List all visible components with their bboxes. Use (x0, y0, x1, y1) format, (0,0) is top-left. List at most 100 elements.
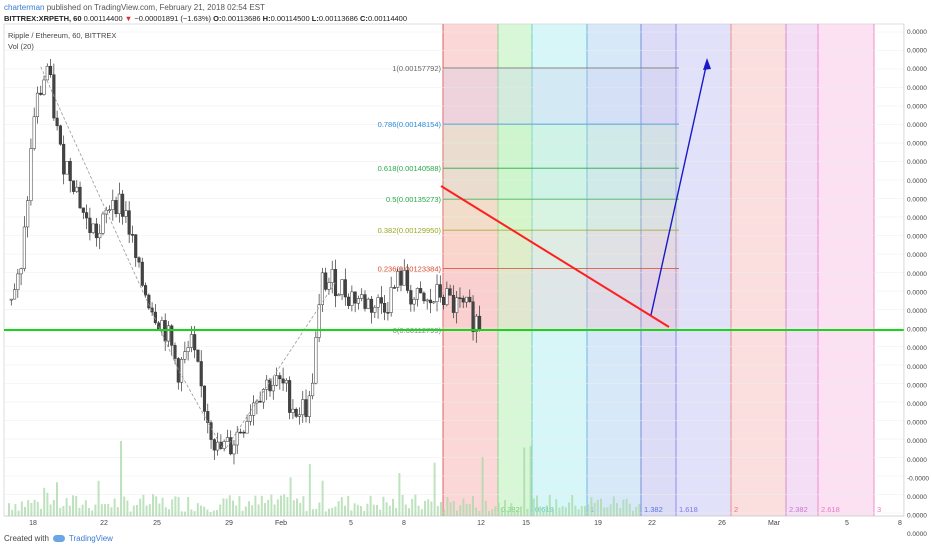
volume-bar (187, 497, 190, 516)
candle-body (258, 400, 262, 403)
volume-bar (321, 480, 324, 516)
candle-body (301, 399, 305, 416)
candle-body (88, 217, 92, 233)
volume-bar (209, 511, 212, 516)
price-tick-label: 0.0000 (907, 122, 927, 129)
volume-bar (568, 502, 570, 516)
volume-bar (123, 496, 126, 516)
volume-bar (420, 509, 423, 516)
volume-bar (609, 504, 612, 516)
volume-bar (382, 496, 385, 516)
fib-level-label: 0.618(0.00140588) (378, 164, 442, 173)
volume-bar (164, 507, 167, 516)
candle-body (9, 298, 13, 301)
volume-bar (580, 506, 583, 516)
volume-bar (625, 498, 628, 516)
volume-bar (552, 509, 554, 516)
candle-body (386, 312, 390, 314)
volume-bar (145, 505, 148, 516)
volume-bar (203, 506, 206, 516)
tradingview-brand[interactable]: TradingView (68, 534, 113, 543)
volume-bar (481, 456, 484, 516)
volume-bar (456, 510, 458, 516)
candle-body (153, 311, 157, 324)
candle-body (412, 298, 416, 305)
candle-body (448, 288, 452, 296)
author-link[interactable]: charterman (4, 3, 45, 12)
symbol-label: BITTREX:XRPETH, 60 (4, 14, 82, 23)
volume-bar (388, 505, 391, 516)
price-tick-label: 0.0000 (907, 234, 927, 241)
volume-bar (337, 501, 340, 516)
volume-bar (462, 498, 465, 516)
time-zone-band (818, 24, 874, 516)
candle-body (68, 161, 72, 182)
price-tick-label: 0.0000 (907, 178, 927, 185)
candle-body (98, 232, 102, 239)
fib-band (443, 199, 679, 231)
volume-bar (177, 497, 180, 516)
time-tick-label: 25 (153, 520, 161, 527)
price-tick-label: 0.0000 (907, 382, 927, 389)
o-value: 0.00113686 (221, 14, 261, 23)
volume-bar (436, 505, 439, 516)
volume-bar (536, 495, 538, 516)
volume-bar (395, 507, 398, 516)
volume-bar (571, 495, 574, 516)
candle-body (173, 345, 177, 359)
time-tick-label: 5 (845, 520, 849, 527)
candle-body (121, 193, 125, 217)
volume-bar (475, 507, 478, 516)
price-tick-label: 0.0000 (907, 66, 927, 73)
volume-bar (488, 511, 490, 516)
candle-body (314, 337, 318, 384)
volume-bar (497, 502, 500, 516)
candle-body (297, 414, 302, 417)
price-tick-label: 0.0000 (907, 215, 927, 222)
price-tick-label: -0.0000 (907, 475, 929, 482)
volume-bar (33, 499, 36, 516)
volume-bar (564, 507, 567, 516)
volume-bar (299, 502, 302, 516)
time-tick-label: 12 (477, 520, 485, 527)
price-tick-label: 0.0000 (907, 420, 927, 427)
volume-bar (264, 503, 266, 516)
volume-bar (184, 511, 186, 516)
volume-bar (584, 506, 586, 516)
candle-body (363, 294, 367, 309)
volume-bar (433, 462, 436, 516)
time-tick-label: 5 (349, 520, 353, 527)
volume-bar (200, 505, 202, 516)
volume-bar (417, 505, 420, 516)
time-zone-label: 3 (877, 505, 881, 514)
fib-level-label: 1(0.00157792) (392, 64, 441, 73)
volume-bar (196, 503, 199, 516)
candle-body (379, 297, 383, 304)
candle-body (294, 408, 298, 417)
volume-bar (139, 498, 142, 516)
volume-bar (305, 511, 308, 516)
candle-body (428, 299, 433, 304)
fib-level-label: 0.786(0.00148154) (378, 120, 442, 129)
candle-body (383, 303, 387, 313)
candle-body (16, 273, 20, 290)
candle-body (55, 117, 59, 127)
candle-body (281, 378, 285, 384)
volume-bar (504, 500, 506, 516)
candle-body (284, 380, 288, 384)
volume-bar (539, 506, 542, 516)
volume-bar (155, 496, 158, 516)
candle-body (19, 268, 23, 275)
candle-body (445, 288, 449, 305)
volume-bar (379, 509, 382, 516)
volume-bar (318, 502, 321, 516)
volume-bar (120, 440, 122, 516)
time-tick-label: 8 (898, 520, 902, 527)
volume-bar (280, 495, 282, 516)
volume-bar (142, 494, 145, 516)
volume-bar (385, 502, 388, 516)
candle-body (150, 307, 154, 313)
tradingview-logo-icon (52, 535, 65, 542)
c-value: 0.00114400 (367, 14, 408, 23)
